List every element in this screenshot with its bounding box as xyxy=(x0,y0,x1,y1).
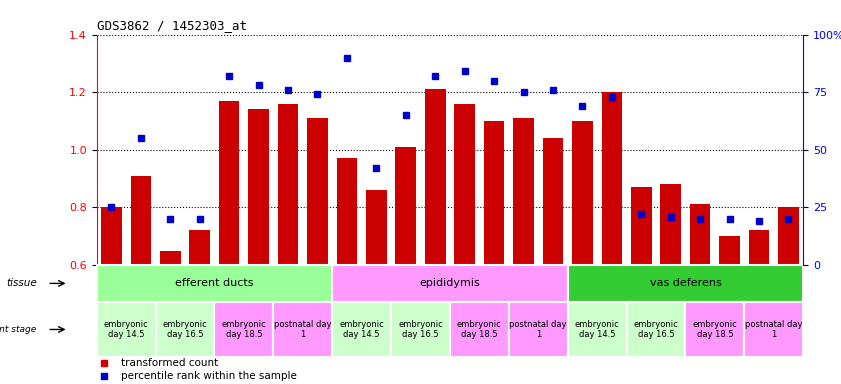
Bar xyxy=(778,207,799,265)
Text: transformed count: transformed count xyxy=(121,358,219,368)
Bar xyxy=(248,109,269,265)
Bar xyxy=(450,302,509,357)
Bar xyxy=(307,118,328,265)
Text: embryonic
day 16.5: embryonic day 16.5 xyxy=(633,320,679,339)
Bar xyxy=(156,302,214,357)
Text: epididymis: epididymis xyxy=(420,278,480,288)
Bar xyxy=(366,190,387,265)
Bar xyxy=(513,118,534,265)
Bar xyxy=(509,302,568,357)
Bar xyxy=(627,302,685,357)
Bar xyxy=(748,230,770,265)
Bar xyxy=(273,302,332,357)
Bar xyxy=(278,104,299,265)
Text: postnatal day
1: postnatal day 1 xyxy=(510,320,567,339)
Bar xyxy=(568,302,627,357)
Text: embryonic
day 18.5: embryonic day 18.5 xyxy=(457,320,502,339)
Bar xyxy=(189,230,210,265)
Bar xyxy=(685,302,744,357)
Bar xyxy=(660,184,681,265)
Text: embryonic
day 16.5: embryonic day 16.5 xyxy=(162,320,208,339)
Text: percentile rank within the sample: percentile rank within the sample xyxy=(121,371,298,381)
Bar xyxy=(572,121,593,265)
Bar xyxy=(332,265,568,302)
Bar xyxy=(484,121,505,265)
Text: efferent ducts: efferent ducts xyxy=(175,278,254,288)
Text: embryonic
day 18.5: embryonic day 18.5 xyxy=(221,320,267,339)
Bar xyxy=(336,158,357,265)
Bar xyxy=(601,92,622,265)
Bar xyxy=(425,89,446,265)
Text: embryonic
day 14.5: embryonic day 14.5 xyxy=(103,320,149,339)
Text: embryonic
day 14.5: embryonic day 14.5 xyxy=(339,320,384,339)
Text: vas deferens: vas deferens xyxy=(649,278,722,288)
Bar xyxy=(97,302,156,357)
Bar xyxy=(160,250,181,265)
Text: development stage: development stage xyxy=(0,325,37,334)
Text: postnatal day
1: postnatal day 1 xyxy=(274,320,331,339)
Bar xyxy=(690,204,711,265)
Bar xyxy=(97,265,332,302)
Bar xyxy=(130,175,151,265)
Text: embryonic
day 16.5: embryonic day 16.5 xyxy=(398,320,443,339)
Bar xyxy=(219,101,240,265)
Bar xyxy=(101,207,122,265)
Bar xyxy=(332,302,391,357)
Text: embryonic
day 18.5: embryonic day 18.5 xyxy=(692,320,738,339)
Text: GDS3862 / 1452303_at: GDS3862 / 1452303_at xyxy=(97,19,246,32)
Bar xyxy=(395,147,416,265)
Bar xyxy=(631,187,652,265)
Bar xyxy=(391,302,450,357)
Bar xyxy=(542,138,563,265)
Text: tissue: tissue xyxy=(6,278,37,288)
Bar xyxy=(568,265,803,302)
Bar xyxy=(214,302,273,357)
Bar xyxy=(454,104,475,265)
Text: embryonic
day 14.5: embryonic day 14.5 xyxy=(574,320,620,339)
Bar xyxy=(719,236,740,265)
Bar xyxy=(744,302,803,357)
Text: postnatal day
1: postnatal day 1 xyxy=(745,320,802,339)
